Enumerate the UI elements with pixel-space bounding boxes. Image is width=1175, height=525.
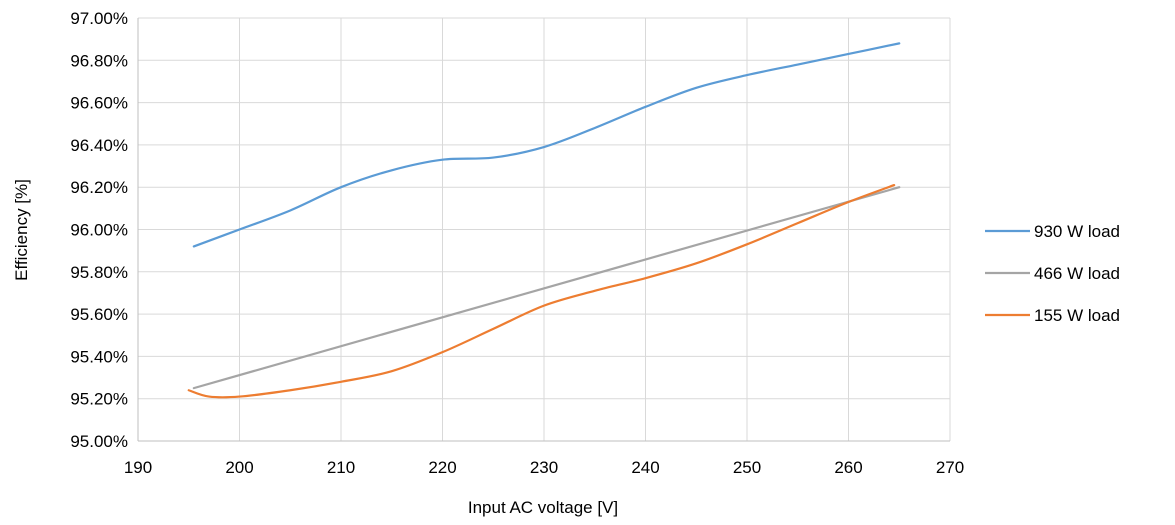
- y-tick-label: 95.40%: [70, 347, 128, 366]
- x-axis-title: Input AC voltage [V]: [468, 498, 618, 517]
- series-line-466-w-load: [192, 186, 901, 390]
- legend-label-466-w-load: 466 W load: [1034, 264, 1120, 283]
- x-tick-label: 240: [631, 458, 659, 477]
- legend-label-930-w-load: 930 W load: [1034, 222, 1120, 241]
- x-tick-label: 250: [733, 458, 761, 477]
- y-axis-ticks: 95.00% 95.20% 95.40% 95.60% 95.80% 96.00% 96.2…: [70, 9, 128, 451]
- y-tick-label: 95.00%: [70, 432, 128, 451]
- grid: [137, 17, 951, 442]
- series-line-930-w-load: [192, 42, 901, 248]
- y-tick-label: 95.60%: [70, 305, 128, 324]
- legend-label-155-w-load: 155 W load: [1034, 306, 1120, 325]
- y-axis-title: Efficiency [%]: [12, 179, 31, 281]
- x-tick-label: 260: [834, 458, 862, 477]
- y-tick-label: 95.20%: [70, 390, 128, 409]
- y-tick-label: 96.60%: [70, 94, 128, 113]
- series-lines: [187, 42, 901, 399]
- y-tick-label: 96.00%: [70, 221, 128, 240]
- y-tick-label: 96.80%: [70, 51, 128, 70]
- legend: 930 W load 466 W load 155 W load: [985, 222, 1120, 325]
- y-tick-label: 97.00%: [70, 9, 128, 28]
- x-axis-ticks: 190 200 210 220 230 240 250 260 270: [124, 458, 964, 477]
- x-tick-label: 220: [428, 458, 456, 477]
- x-tick-label: 210: [327, 458, 355, 477]
- y-tick-label: 96.40%: [70, 136, 128, 155]
- series-line-155-w-load: [187, 183, 896, 399]
- x-tick-label: 190: [124, 458, 152, 477]
- x-tick-label: 230: [530, 458, 558, 477]
- y-tick-label: 96.20%: [70, 178, 128, 197]
- x-tick-label: 270: [936, 458, 964, 477]
- x-tick-label: 200: [225, 458, 253, 477]
- y-tick-label: 95.80%: [70, 263, 128, 282]
